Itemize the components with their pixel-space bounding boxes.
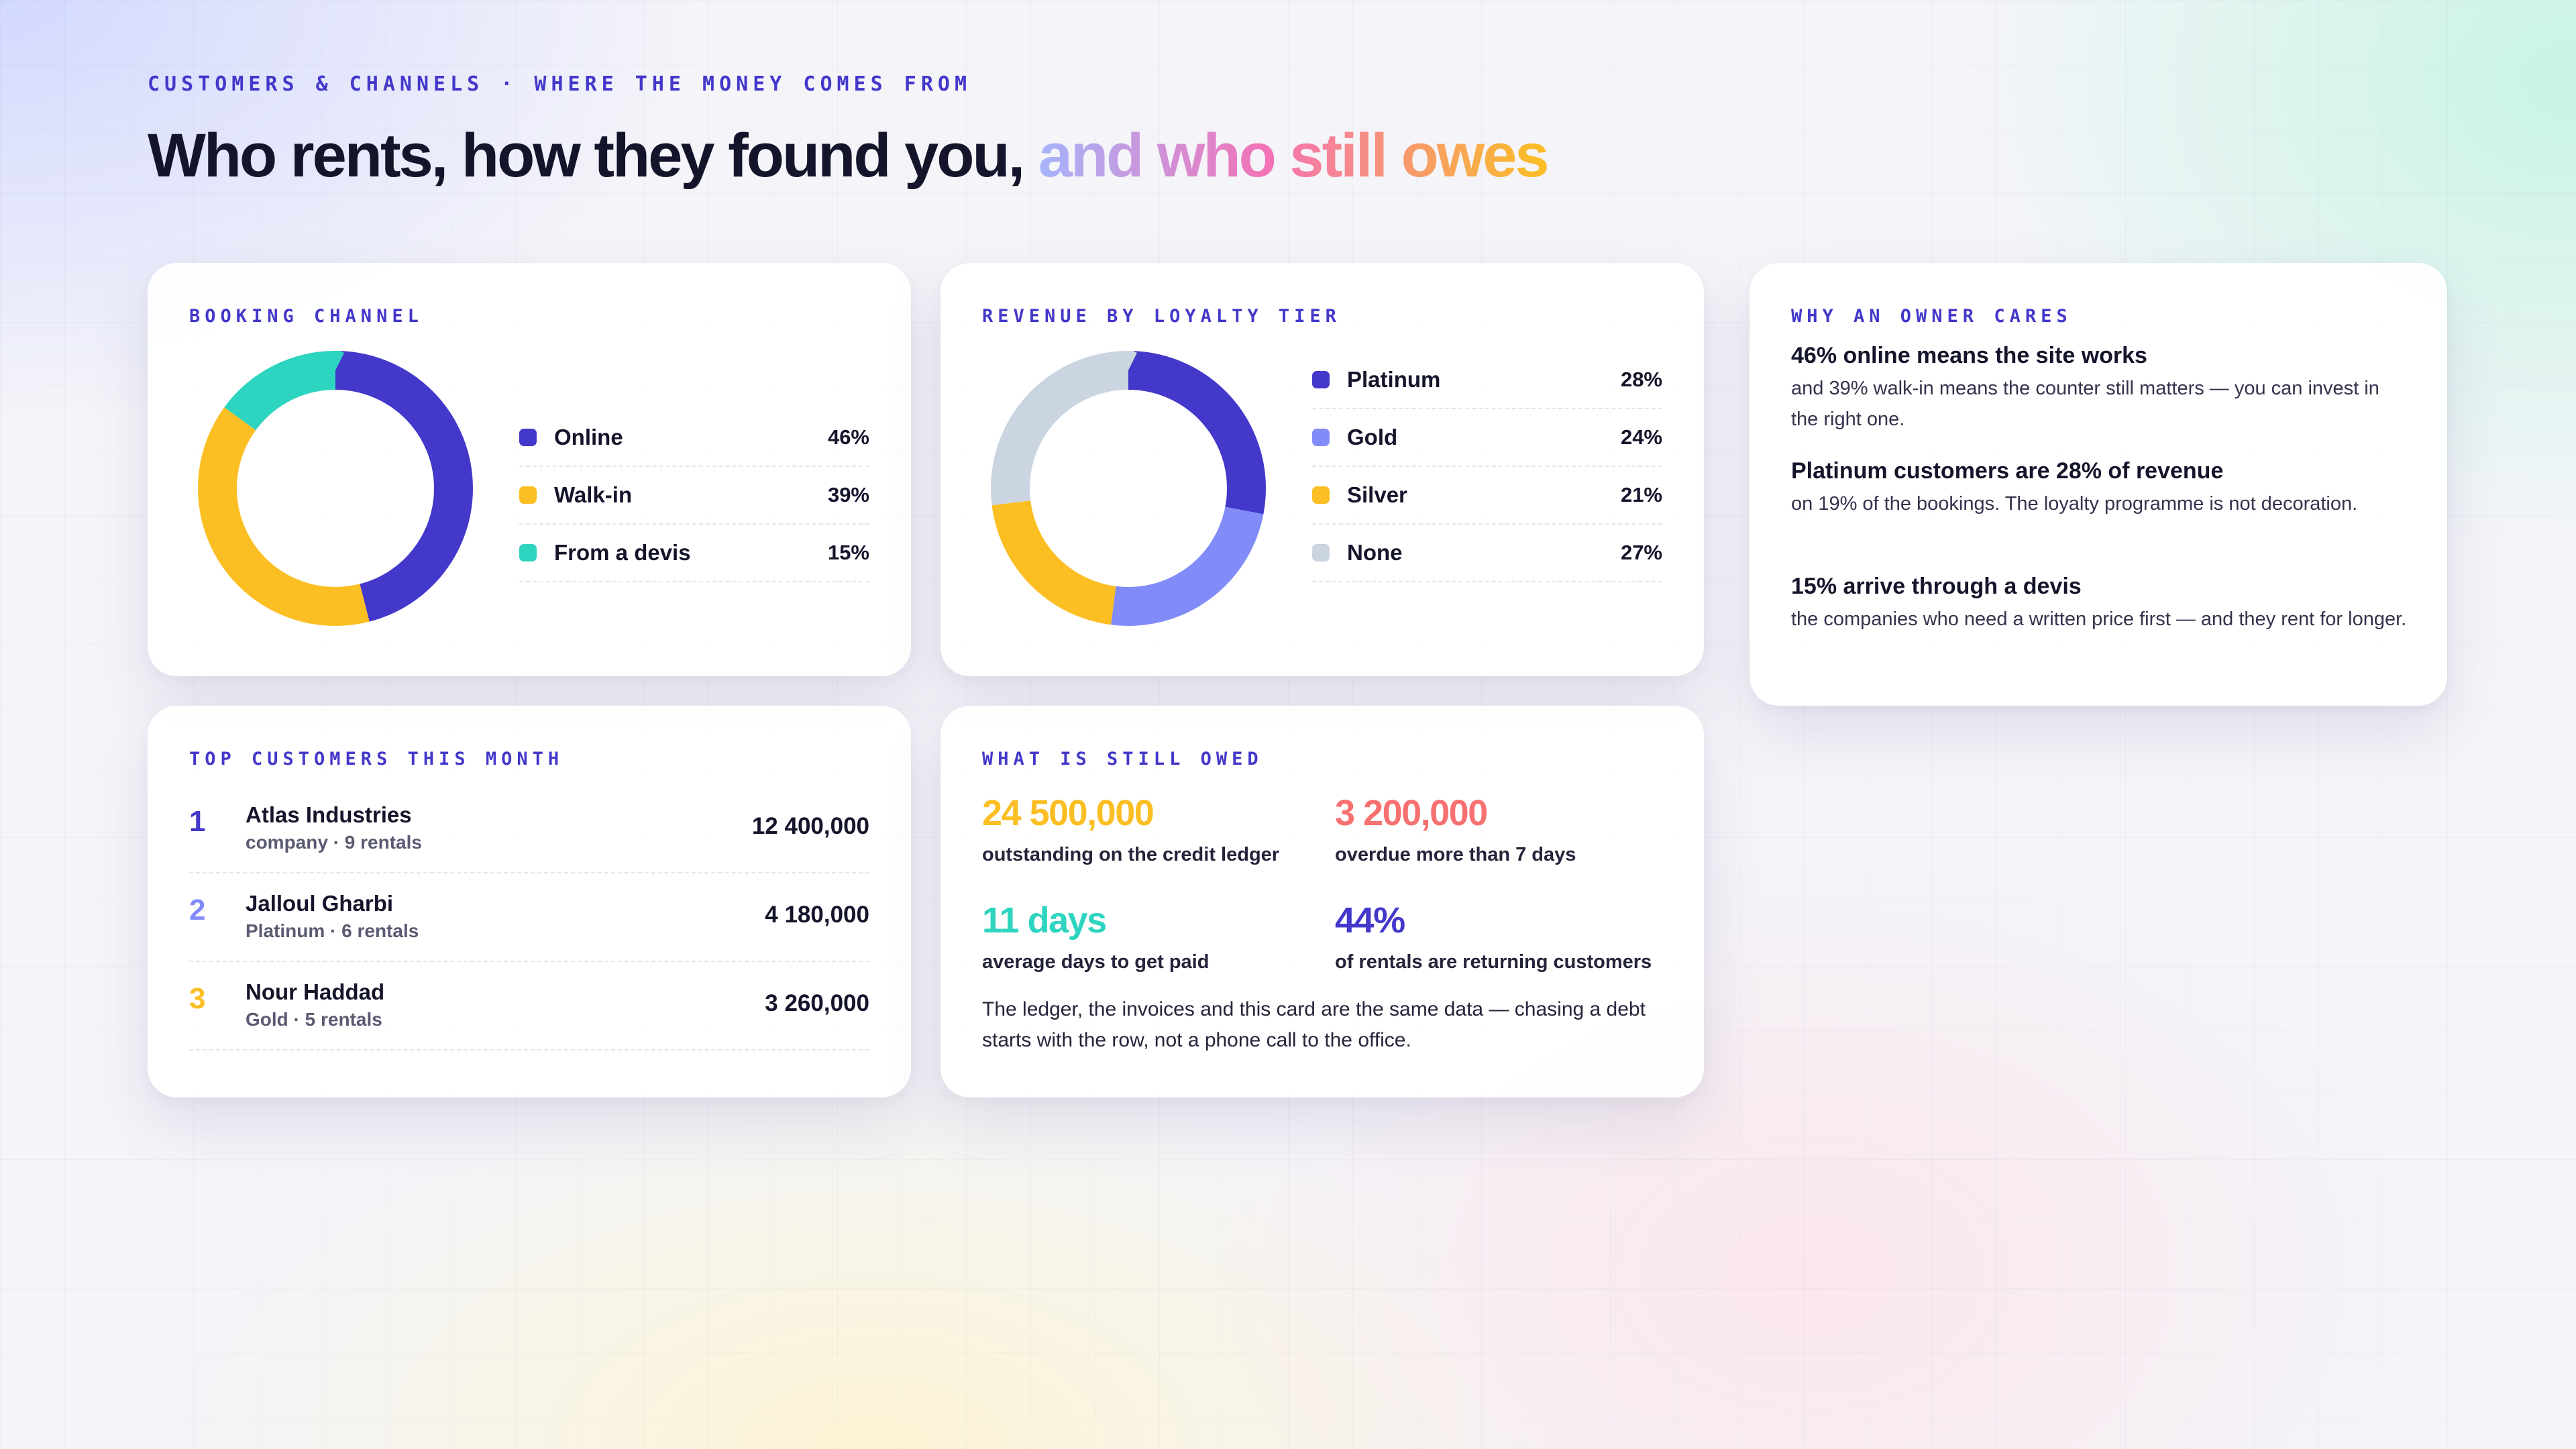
still-owed-label: WHAT IS STILL OWED xyxy=(982,749,1263,769)
insight-title: Platinum customers are 28% of revenue xyxy=(1791,458,2224,484)
legend-swatch xyxy=(1312,371,1330,388)
stat-value: 24 500,000 xyxy=(982,793,1155,833)
stat-value: 11 days xyxy=(982,900,1107,941)
insight-platinum: Platinum customers are 28% of revenue on… xyxy=(1791,456,2408,519)
legend-item-platinum: Platinum 28% xyxy=(1312,352,1662,409)
legend-label: Online xyxy=(554,425,623,449)
customer-meta: Platinum · 6 rentals xyxy=(246,920,419,941)
page-eyebrow: CUSTOMERS & CHANNELS · WHERE THE MONEY C… xyxy=(148,72,972,96)
stat-days-to-pay: 11 days average days to get paid xyxy=(982,899,1209,973)
customer-meta: Gold · 5 rentals xyxy=(246,1009,382,1030)
booking-channel-donut xyxy=(198,351,473,626)
legend-swatch xyxy=(1312,429,1330,446)
donut-slice-gold xyxy=(991,351,1266,626)
legend-label: None xyxy=(1347,540,1403,565)
customer-name: Nour Haddad xyxy=(246,979,385,1004)
customer-amount: 12 400,000 xyxy=(751,813,869,839)
customer-row[interactable]: 1 Atlas Industries company · 9 rentals 1… xyxy=(189,785,869,873)
legend-swatch xyxy=(519,429,537,446)
insight-body: and 39% walk-in means the counter still … xyxy=(1791,378,2379,430)
stat-returning: 44% of rentals are returning customers xyxy=(1335,899,1652,973)
legend-swatch xyxy=(1312,486,1330,504)
legend-label: Platinum xyxy=(1347,367,1441,392)
legend-value: 24% xyxy=(1620,425,1662,449)
legend-item-from-a-devis: From a devis 15% xyxy=(519,525,869,582)
loyalty-tier-label: REVENUE BY LOYALTY TIER xyxy=(982,306,1341,327)
legend-value: 46% xyxy=(827,425,869,449)
customer-rank: 1 xyxy=(189,805,206,838)
top-customers-card: TOP CUSTOMERS THIS MONTH 1 Atlas Industr… xyxy=(148,706,911,1097)
legend-label: Walk-in xyxy=(554,482,633,507)
customer-amount: 4 180,000 xyxy=(765,902,869,928)
legend-item-none: None 27% xyxy=(1312,525,1662,582)
booking-channel-legend: Online 46% Walk-in 39% From a devis 15% xyxy=(519,409,869,582)
stat-overdue: 3 200,000 overdue more than 7 days xyxy=(1335,792,1576,866)
insight-online: 46% online means the site works and 39% … xyxy=(1791,341,2408,435)
page-title: Who rents, how they found you, and who s… xyxy=(148,115,1550,196)
insight-devis: 15% arrive through a devis the companies… xyxy=(1791,572,2408,635)
loyalty-tier-donut xyxy=(991,351,1266,626)
stat-label: overdue more than 7 days xyxy=(1335,844,1576,865)
donut-slice-walk-in xyxy=(198,351,473,626)
insight-body: the companies who need a written price f… xyxy=(1791,608,2407,630)
legend-swatch xyxy=(1312,544,1330,561)
still-owed-card: WHAT IS STILL OWED 24 500,000 outstandin… xyxy=(941,706,1704,1097)
insight-title: 15% arrive through a devis xyxy=(1791,574,2082,599)
legend-swatch xyxy=(519,544,537,561)
customer-amount: 3 260,000 xyxy=(765,990,869,1016)
page-title-highlight: and who still owes xyxy=(1038,121,1550,190)
stat-label: average days to get paid xyxy=(982,951,1210,973)
legend-value: 39% xyxy=(827,483,869,506)
legend-label: Silver xyxy=(1347,482,1407,507)
booking-channel-label: BOOKING CHANNEL xyxy=(189,306,423,327)
customer-row[interactable]: 3 Nour Haddad Gold · 5 rentals 3 260,000 xyxy=(189,962,869,1051)
legend-value: 15% xyxy=(827,541,869,564)
legend-value: 27% xyxy=(1620,541,1662,564)
owner-cares-card: WHY AN OWNER CARES 46% online means the … xyxy=(1750,263,2447,706)
customer-row[interactable]: 2 Jalloul Gharbi Platinum · 6 rentals 4 … xyxy=(189,873,869,962)
stat-outstanding: 24 500,000 outstanding on the credit led… xyxy=(982,792,1279,866)
top-customers-label: TOP CUSTOMERS THIS MONTH xyxy=(189,749,564,769)
customer-rank: 3 xyxy=(189,982,206,1015)
legend-value: 28% xyxy=(1620,368,1662,391)
stat-value: 44% xyxy=(1335,900,1405,941)
legend-item-silver: Silver 21% xyxy=(1312,467,1662,525)
legend-label: Gold xyxy=(1347,425,1398,449)
legend-label: From a devis xyxy=(554,540,691,565)
loyalty-tier-card: REVENUE BY LOYALTY TIER Platinum 28% Gold 2… xyxy=(941,263,1704,676)
customer-rank: 2 xyxy=(189,894,206,926)
legend-swatch xyxy=(519,486,537,504)
owner-cares-label: WHY AN OWNER CARES xyxy=(1791,306,2072,327)
page-title-plain: Who rents, how they found you, xyxy=(148,121,1038,190)
insight-body: on 19% of the bookings. The loyalty prog… xyxy=(1791,493,2358,515)
loyalty-tier-legend: Platinum 28% Gold 24% Silver 21% None 27% xyxy=(1312,352,1662,582)
legend-item-online: Online 46% xyxy=(519,409,869,467)
customer-meta: company · 9 rentals xyxy=(246,832,422,853)
donut-slice-none xyxy=(991,351,1266,626)
donut-slice-from-a-devis xyxy=(198,351,473,626)
customer-name: Jalloul Gharbi xyxy=(246,891,394,916)
still-owed-note: The ledger, the invoices and this card a… xyxy=(982,998,1646,1051)
customer-name: Atlas Industries xyxy=(246,802,412,827)
stat-value: 3 200,000 xyxy=(1335,793,1488,833)
booking-channel-card: BOOKING CHANNEL Online 46% Walk-in 39% From … xyxy=(148,263,911,676)
stat-label: outstanding on the credit ledger xyxy=(982,844,1280,865)
stat-label: of rentals are returning customers xyxy=(1335,951,1652,973)
legend-item-gold: Gold 24% xyxy=(1312,409,1662,467)
legend-item-walk-in: Walk-in 39% xyxy=(519,467,869,525)
insight-title: 46% online means the site works xyxy=(1791,343,2147,368)
legend-value: 21% xyxy=(1620,483,1662,506)
